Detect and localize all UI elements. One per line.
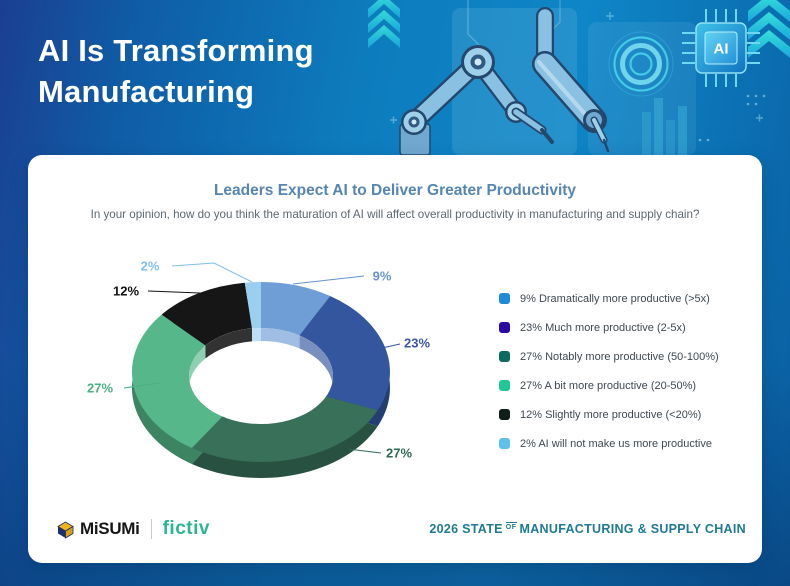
slice-callout-label: 2% [141,259,160,274]
callout-line [347,448,382,454]
header: AI Is Transforming Manufacturing [0,0,790,155]
slice-callout-label: 27% [87,381,113,396]
campaign-suffix: MANUFACTURING & SUPPLY CHAIN [519,522,746,536]
legend-swatch [499,409,510,420]
callout-line [147,290,201,294]
misumi-wordmark: MiSUMi [80,519,140,538]
legend-item: 9% Dramatically more productive (>5x) [499,284,719,313]
donut-inner-wall [261,328,300,349]
donut-segment [161,282,252,346]
page-title-line1: AI Is Transforming [38,33,314,68]
chart-title: Leaders Expect AI to Deliver Greater Pro… [213,182,577,199]
callout-line [381,343,401,349]
donut-chart: 9% 23% 27% 27% 12%2% [87,259,430,478]
campaign-prefix: 2026 STATE [429,522,503,536]
ai-chip-icon: AI [682,9,760,87]
legend-item: 2% AI will not make us more productive [499,429,719,458]
donut-inner-wall [252,328,261,342]
ai-chip-label: AI [714,41,729,58]
donut-segment [131,314,223,448]
donut-hole [189,328,333,424]
donut-inner-wall [299,335,333,388]
legend-swatch [499,293,510,304]
legend-item: 23% Much more productive (2-5x) [499,313,719,342]
card-footer: MiSUMi fictiv 2026 STATE OF MANUFACTURING … [56,513,746,545]
donut-inner-wall [189,345,206,388]
slice-callout-label: 27% [386,446,412,461]
slice-callout-label: 12% [113,284,139,299]
slice-callout-label: 23% [404,336,430,351]
chart-legend: 9% Dramatically more productive (>5x) 23%… [499,284,719,458]
callout-line [123,382,161,389]
legend-item: 27% Notably more productive (50-100%) [499,342,719,371]
fictiv-wordmark: fictiv [162,518,210,539]
donut-segment [244,281,261,329]
robot-arms-illustration [399,7,610,155]
callout-line [292,275,365,285]
legend-swatch [499,351,510,362]
legend-item: 27% A bit more productive (20-50%) [499,371,719,400]
legend-label: 2% AI will not make us more productive [520,437,712,450]
donut-segment [299,296,390,411]
chevrons-icon [748,0,790,58]
page-title: AI Is Transforming Manufacturing [38,30,314,112]
donut-segment [261,282,331,336]
brand-logos: MiSUMi fictiv [56,518,210,540]
legend-label: 23% Much more productive (2-5x) [520,321,686,334]
campaign-of: OF [505,522,517,531]
brand-divider [150,519,152,539]
chevrons-small-icon [368,0,400,48]
slice-callout-label: 9% [373,269,392,284]
legend-item: 12% Slightly more productive (<20%) [499,400,719,429]
target-circles-icon [608,31,674,97]
page-title-line2: Manufacturing [38,74,255,109]
legend-label: 27% A bit more productive (20-50%) [520,379,697,392]
survey-question: In your opinion, how do you think the ma… [90,208,700,221]
legend-swatch [499,380,510,391]
legend-label: 12% Slightly more productive (<20%) [520,408,702,421]
legend-label: 27% Notably more productive (50-100%) [520,350,719,363]
legend-swatch [499,438,510,449]
callout-line [171,262,253,283]
campaign-title: 2026 STATE OF MANUFACTURING & SUPPLY CHAIN [429,522,746,536]
header-illustration: AI [368,0,790,155]
bar-chart-decor [642,98,687,155]
content-card: Leaders Expect AI to Deliver Greater Pro… [28,155,762,563]
donut-segment [191,396,378,462]
misumi-logo-icon [57,521,74,539]
donut-inner-wall [205,328,252,359]
legend-label: 9% Dramatically more productive (>5x) [520,292,710,305]
legend-swatch [499,322,510,333]
